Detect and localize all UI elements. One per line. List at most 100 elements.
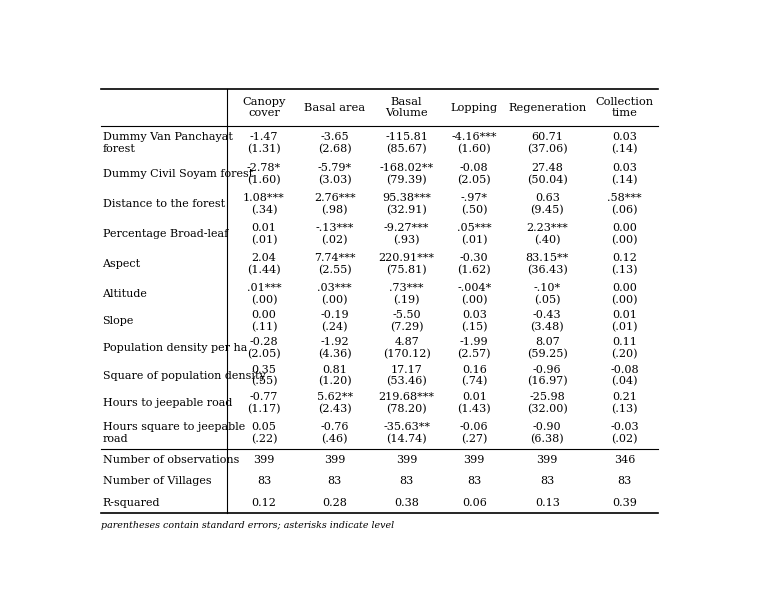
Text: -25.98
(32.00): -25.98 (32.00) <box>527 392 568 414</box>
Text: 0.01
(.01): 0.01 (.01) <box>611 310 638 332</box>
Text: 0.13: 0.13 <box>535 497 559 507</box>
Text: 0.00
(.00): 0.00 (.00) <box>611 223 638 245</box>
Text: .58***
(.06): .58*** (.06) <box>607 193 642 215</box>
Text: -.13***
(.02): -.13*** (.02) <box>316 223 354 245</box>
Text: -0.08
(.04): -0.08 (.04) <box>610 365 639 386</box>
Text: Slope: Slope <box>102 316 134 326</box>
Text: 83: 83 <box>399 476 414 486</box>
Text: -0.77
(1.17): -0.77 (1.17) <box>247 392 281 414</box>
Text: -.97*
(.50): -.97* (.50) <box>461 193 488 215</box>
Text: Basal area: Basal area <box>304 103 365 113</box>
Text: 2.76***
(.98): 2.76*** (.98) <box>313 193 355 215</box>
Text: -3.65
(2.68): -3.65 (2.68) <box>318 132 351 154</box>
Text: 0.28: 0.28 <box>322 497 347 507</box>
Text: 0.03
(.14): 0.03 (.14) <box>611 163 638 185</box>
Text: R-squared: R-squared <box>102 497 160 507</box>
Text: 0.03
(.15): 0.03 (.15) <box>461 310 487 332</box>
Text: Population density per ha: Population density per ha <box>102 343 247 353</box>
Text: -35.63**
(14.74): -35.63** (14.74) <box>383 422 430 444</box>
Text: .05***
(.01): .05*** (.01) <box>457 223 492 245</box>
Text: 0.35
(.55): 0.35 (.55) <box>250 365 277 386</box>
Text: .73***
(.19): .73*** (.19) <box>389 283 424 305</box>
Text: Dummy Van Panchayat
forest: Dummy Van Panchayat forest <box>102 133 232 154</box>
Text: -0.30
(1.62): -0.30 (1.62) <box>458 253 491 275</box>
Text: 0.12
(.13): 0.12 (.13) <box>611 253 638 275</box>
Text: -115.81
(85.67): -115.81 (85.67) <box>386 132 428 154</box>
Text: 83: 83 <box>618 476 631 486</box>
Text: 399: 399 <box>464 455 485 465</box>
Text: 4.87
(170.12): 4.87 (170.12) <box>383 337 430 359</box>
Text: 0.05
(.22): 0.05 (.22) <box>250 422 277 444</box>
Text: -0.43
(3.48): -0.43 (3.48) <box>531 310 564 332</box>
Text: 83: 83 <box>327 476 342 486</box>
Text: 0.06: 0.06 <box>461 497 487 507</box>
Text: Regeneration: Regeneration <box>508 103 587 113</box>
Text: -0.08
(2.05): -0.08 (2.05) <box>458 163 491 185</box>
Text: 0.21
(.13): 0.21 (.13) <box>611 392 638 414</box>
Text: 0.38: 0.38 <box>394 497 419 507</box>
Text: Aspect: Aspect <box>102 259 140 269</box>
Text: -9.27***
(.93): -9.27*** (.93) <box>384 223 430 245</box>
Text: 2.23***
(.40): 2.23*** (.40) <box>526 223 568 245</box>
Text: Square of population density: Square of population density <box>102 371 266 381</box>
Text: Number of observations: Number of observations <box>102 455 239 465</box>
Text: 17.17
(53.46): 17.17 (53.46) <box>386 365 427 386</box>
Text: Collection
time: Collection time <box>596 97 653 119</box>
Text: Canopy
cover: Canopy cover <box>242 97 285 119</box>
Text: -0.76
(.46): -0.76 (.46) <box>320 422 349 444</box>
Text: 0.01
(1.43): 0.01 (1.43) <box>458 392 491 414</box>
Text: -.10*
(.05): -.10* (.05) <box>534 283 561 305</box>
Text: -0.19
(.24): -0.19 (.24) <box>320 310 349 332</box>
Text: 5.62**
(2.43): 5.62** (2.43) <box>317 392 353 414</box>
Text: Percentage Broad-leaf: Percentage Broad-leaf <box>102 229 228 239</box>
Text: 399: 399 <box>396 455 417 465</box>
Text: -1.47
(1.31): -1.47 (1.31) <box>247 132 281 154</box>
Text: parentheses contain standard errors; asterisks indicate level: parentheses contain standard errors; ast… <box>101 522 394 530</box>
Text: Altitude: Altitude <box>102 289 147 299</box>
Text: -0.96
(16.97): -0.96 (16.97) <box>527 365 568 386</box>
Text: -2.78*
(1.60): -2.78* (1.60) <box>247 163 281 185</box>
Text: -1.99
(2.57): -1.99 (2.57) <box>458 337 491 359</box>
Text: 399: 399 <box>254 455 275 465</box>
Text: -0.03
(.02): -0.03 (.02) <box>610 422 639 444</box>
Text: 0.03
(.14): 0.03 (.14) <box>611 132 638 154</box>
Text: 0.01
(.01): 0.01 (.01) <box>250 223 277 245</box>
Text: 83: 83 <box>467 476 481 486</box>
Text: 346: 346 <box>614 455 635 465</box>
Text: 95.38***
(32.91): 95.38*** (32.91) <box>383 193 431 215</box>
Text: 0.00
(.11): 0.00 (.11) <box>250 310 277 332</box>
Text: 0.16
(.74): 0.16 (.74) <box>461 365 487 386</box>
Text: 399: 399 <box>537 455 558 465</box>
Text: Basal
Volume: Basal Volume <box>386 97 428 119</box>
Text: -0.90
(6.38): -0.90 (6.38) <box>531 422 564 444</box>
Text: 83: 83 <box>540 476 554 486</box>
Text: 0.00
(.00): 0.00 (.00) <box>611 283 638 305</box>
Text: 83: 83 <box>257 476 271 486</box>
Text: -1.92
(4.36): -1.92 (4.36) <box>318 337 351 359</box>
Text: 2.04
(1.44): 2.04 (1.44) <box>247 253 281 275</box>
Text: 8.07
(59.25): 8.07 (59.25) <box>527 337 568 359</box>
Text: -5.79*
(3.03): -5.79* (3.03) <box>317 163 351 185</box>
Text: -0.06
(.27): -0.06 (.27) <box>460 422 489 444</box>
Text: Distance to the forest: Distance to the forest <box>102 199 225 209</box>
Text: 0.12: 0.12 <box>251 497 276 507</box>
Text: 0.63
(9.45): 0.63 (9.45) <box>531 193 564 215</box>
Text: .01***
(.00): .01*** (.00) <box>247 283 282 305</box>
Text: 220.91***
(75.81): 220.91*** (75.81) <box>379 253 435 275</box>
Text: -5.50
(7.29): -5.50 (7.29) <box>390 310 424 332</box>
Text: 60.71
(37.06): 60.71 (37.06) <box>527 132 568 154</box>
Text: 1.08***
(.34): 1.08*** (.34) <box>243 193 285 215</box>
Text: -.004*
(.00): -.004* (.00) <box>457 283 491 305</box>
Text: 0.81
(1.20): 0.81 (1.20) <box>318 365 351 386</box>
Text: .03***
(.00): .03*** (.00) <box>317 283 352 305</box>
Text: -4.16***
(1.60): -4.16*** (1.60) <box>452 132 497 154</box>
Text: -0.28
(2.05): -0.28 (2.05) <box>247 337 281 359</box>
Text: 7.74***
(2.55): 7.74*** (2.55) <box>313 253 355 275</box>
Text: 399: 399 <box>324 455 345 465</box>
Text: 27.48
(50.04): 27.48 (50.04) <box>527 163 568 185</box>
Text: 219.68***
(78.20): 219.68*** (78.20) <box>379 392 435 414</box>
Text: Hours square to jeepable
road: Hours square to jeepable road <box>102 422 244 444</box>
Text: 0.39: 0.39 <box>613 497 637 507</box>
Text: 83.15**
(36.43): 83.15** (36.43) <box>525 253 568 275</box>
Text: Number of Villages: Number of Villages <box>102 476 211 486</box>
